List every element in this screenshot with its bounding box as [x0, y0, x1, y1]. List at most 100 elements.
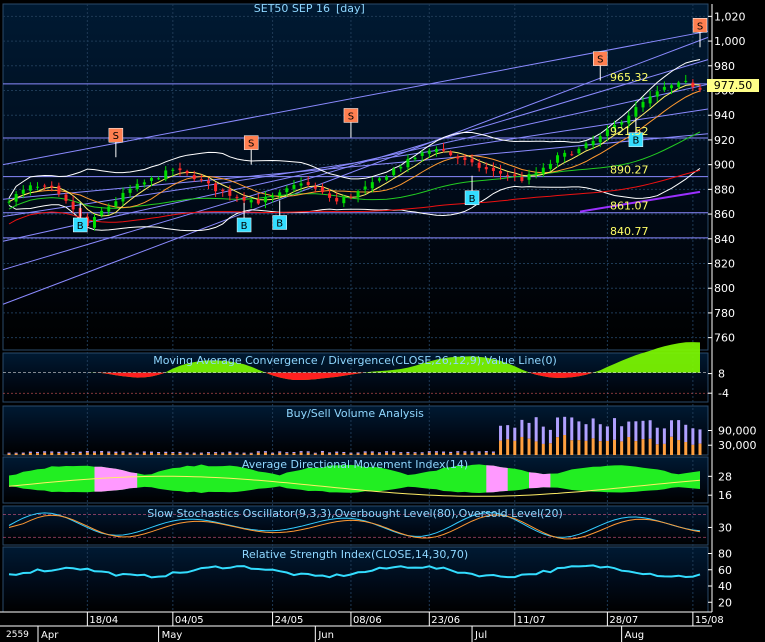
- regression-channel-line: [2, 36, 709, 305]
- indicator-tick-label: 80: [718, 548, 732, 561]
- indicator-panel-title: Relative Strength Index(CLOSE,14,30,70): [242, 548, 468, 561]
- buy-signal-box: [272, 215, 287, 230]
- volume-buy-bar: [92, 452, 96, 455]
- volume-buy-bar: [292, 453, 296, 455]
- ma-longest-line: [8, 169, 701, 225]
- volume-buy-bar: [249, 453, 253, 455]
- volume-sell-bar: [164, 451, 168, 454]
- volume-buy-bar: [135, 453, 139, 455]
- candle-body: [484, 167, 488, 170]
- volume-buy-bar: [363, 452, 367, 455]
- volume-sell-bar: [100, 451, 104, 453]
- volume-sell-bar: [499, 425, 503, 441]
- candle-body: [64, 194, 68, 201]
- sell-signal-label: S: [348, 111, 354, 122]
- candle-body: [92, 216, 96, 228]
- candle-body: [548, 163, 552, 169]
- volume-sell-bar: [363, 451, 367, 453]
- candle-body: [698, 87, 702, 90]
- price-tick-label: 980: [714, 60, 735, 73]
- volume-buy-bar: [349, 453, 353, 455]
- adx-ribbon: [9, 464, 700, 493]
- candle-body: [121, 192, 125, 202]
- volume-sell-bar: [306, 451, 310, 453]
- candle-body: [128, 188, 132, 193]
- volume-buy-bar: [634, 441, 638, 455]
- buy-signal-label: B: [469, 194, 476, 205]
- volume-sell-bar: [235, 452, 239, 454]
- candle-body: [506, 175, 510, 177]
- volume-sell-bar: [392, 451, 396, 453]
- price-tick-label: 1,020: [714, 10, 746, 23]
- sell-signal-box: [343, 108, 359, 123]
- volume-buy-bar: [78, 452, 82, 455]
- buy-signal-label: B: [276, 218, 283, 229]
- chart-title: SET50 SEP 16: [254, 2, 330, 15]
- bollinger-lower: [8, 167, 701, 232]
- volume-sell-bar: [142, 451, 146, 453]
- candle-body: [477, 162, 481, 168]
- volume-buy-bar: [306, 452, 310, 455]
- candle-body: [142, 182, 146, 185]
- candle-body: [605, 129, 609, 137]
- candle-body: [598, 136, 602, 143]
- volume-sell-bar: [591, 418, 595, 439]
- candle-body: [214, 183, 218, 192]
- indicator-tick-label: 20: [718, 596, 732, 609]
- volume-buy-bar: [57, 453, 61, 455]
- xaxis-date-label: 28/07: [609, 615, 638, 626]
- regression-channel-line: [2, 59, 709, 271]
- volume-buy-bar: [527, 438, 531, 455]
- volume-buy-bar: [399, 453, 403, 455]
- xaxis-date-label: 18/04: [89, 615, 118, 626]
- volume-sell-bar: [534, 417, 538, 442]
- volume-buy-bar: [385, 452, 389, 455]
- buy-signal-box: [628, 132, 644, 147]
- volume-buy-bar: [627, 437, 631, 455]
- indicator-tick-label: 16: [718, 489, 732, 502]
- candle-body: [627, 115, 631, 124]
- candle-body: [185, 170, 189, 174]
- volume-sell-bar: [320, 450, 324, 453]
- volume-buy-bar: [456, 452, 460, 455]
- candle-body: [392, 169, 396, 175]
- volume-sell-bar: [149, 451, 153, 453]
- candle-body: [620, 122, 624, 125]
- sell-signal-box: [108, 127, 124, 143]
- candle-body: [199, 179, 203, 181]
- volume-sell-bar: [605, 426, 609, 441]
- indicator-tick-label: 8: [718, 368, 725, 381]
- price-tick-label: 840: [714, 233, 735, 246]
- volume-buy-bar: [620, 441, 624, 455]
- regression-channel-line: [2, 108, 709, 218]
- volume-sell-bar: [377, 452, 381, 454]
- volume-sell-bar: [178, 451, 182, 454]
- volume-sell-bar: [256, 451, 260, 453]
- price-tick-label: 760: [714, 332, 735, 345]
- candle-body: [513, 174, 517, 176]
- trend-segment: [579, 190, 701, 213]
- volume-buy-bar: [313, 453, 317, 455]
- sell-signal-label: S: [113, 131, 119, 142]
- volume-buy-bar: [470, 452, 474, 455]
- price-tick-label: 940: [714, 109, 735, 122]
- volume-buy-bar: [556, 437, 560, 455]
- xaxis-bg: [0, 612, 765, 642]
- volume-buy-bar: [107, 452, 111, 455]
- volume-sell-bar: [313, 452, 317, 454]
- candle-body: [349, 196, 353, 198]
- price-tick-label: 880: [714, 183, 735, 196]
- volume-sell-bar: [128, 452, 132, 454]
- volume-sell-bar: [449, 451, 453, 454]
- volume-buy-bar: [28, 452, 32, 455]
- volume-buy-bar: [299, 452, 303, 455]
- candle-body: [527, 174, 531, 180]
- bollinger-upper: [8, 59, 701, 199]
- volume-buy-bar: [128, 453, 132, 455]
- candle-body: [171, 169, 175, 171]
- indicator-panel-bg: [2, 405, 709, 456]
- volume-sell-bar: [442, 451, 446, 453]
- candle-body: [377, 178, 381, 181]
- volume-buy-bar: [591, 438, 595, 455]
